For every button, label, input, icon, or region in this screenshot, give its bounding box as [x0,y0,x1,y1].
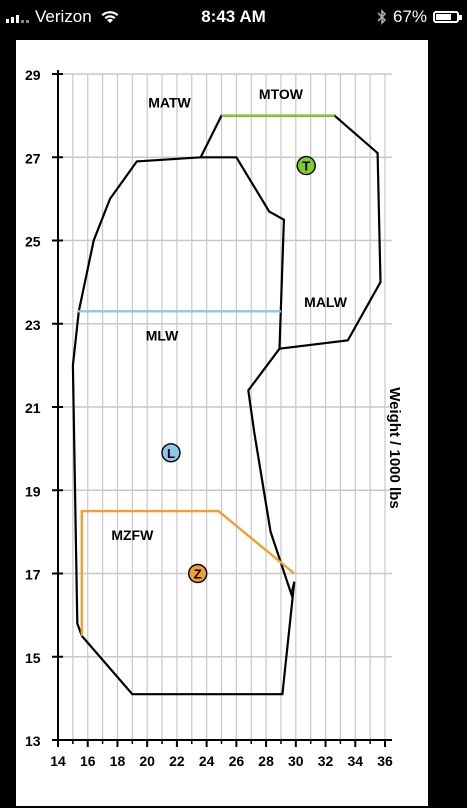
x-tick-label: 36 [377,753,393,769]
x-tick-label: 28 [258,753,274,769]
envelope-line-0 [71,156,296,696]
status-right: 67% [377,0,462,34]
marker-label-t: T [302,159,310,174]
x-tick-label: 16 [80,753,96,769]
annotation-matw: MATW [148,94,191,110]
marker-label-z: Z [194,567,202,582]
clock: 8:43 AM [201,7,266,26]
marker-label-l: L [167,446,175,461]
x-tick-label: 22 [169,753,185,769]
carrier-label: Verizon [35,7,92,26]
annotation-mlw: MLW [146,327,179,343]
x-tick-label: 26 [229,753,245,769]
y-tick-label: 19 [25,483,41,499]
y-tick-label: 27 [25,150,41,166]
x-tick-label: 30 [288,753,304,769]
y-axis-label: Weight / 1000 lbs [386,387,403,508]
y-tick-label: 29 [25,67,41,83]
status-bar: Verizon 8:43 AM 67% [0,0,467,34]
y-tick-label: 13 [25,733,41,749]
annotation-mzfw: MZFW [111,527,154,543]
series-mzfw-line [80,509,296,636]
carrier-area: Verizon [6,0,120,34]
marker-t [296,155,316,176]
marker-z [188,563,208,584]
x-tick-label: 34 [347,753,363,769]
signal-icon [6,11,29,23]
y-tick-label: 25 [25,234,41,250]
battery-icon [433,11,462,23]
x-tick-label: 18 [110,753,126,769]
annotation-mtow: MTOW [259,86,304,102]
bluetooth-icon [377,9,387,25]
y-tick-label: 17 [25,567,41,583]
battery-percent: 67% [392,7,427,26]
y-tick-label: 15 [25,650,41,666]
envelope-line-1 [199,114,382,350]
x-tick-label: 24 [199,753,215,769]
x-tick-label: 32 [318,753,334,769]
wifi-icon [101,11,119,23]
annotation-malw: MALW [304,294,348,310]
x-tick-label: 14 [50,753,66,769]
y-tick-label: 23 [25,317,41,333]
y-tick-label: 21 [25,400,41,416]
marker-l [161,443,181,463]
x-tick-label: 20 [139,753,155,769]
